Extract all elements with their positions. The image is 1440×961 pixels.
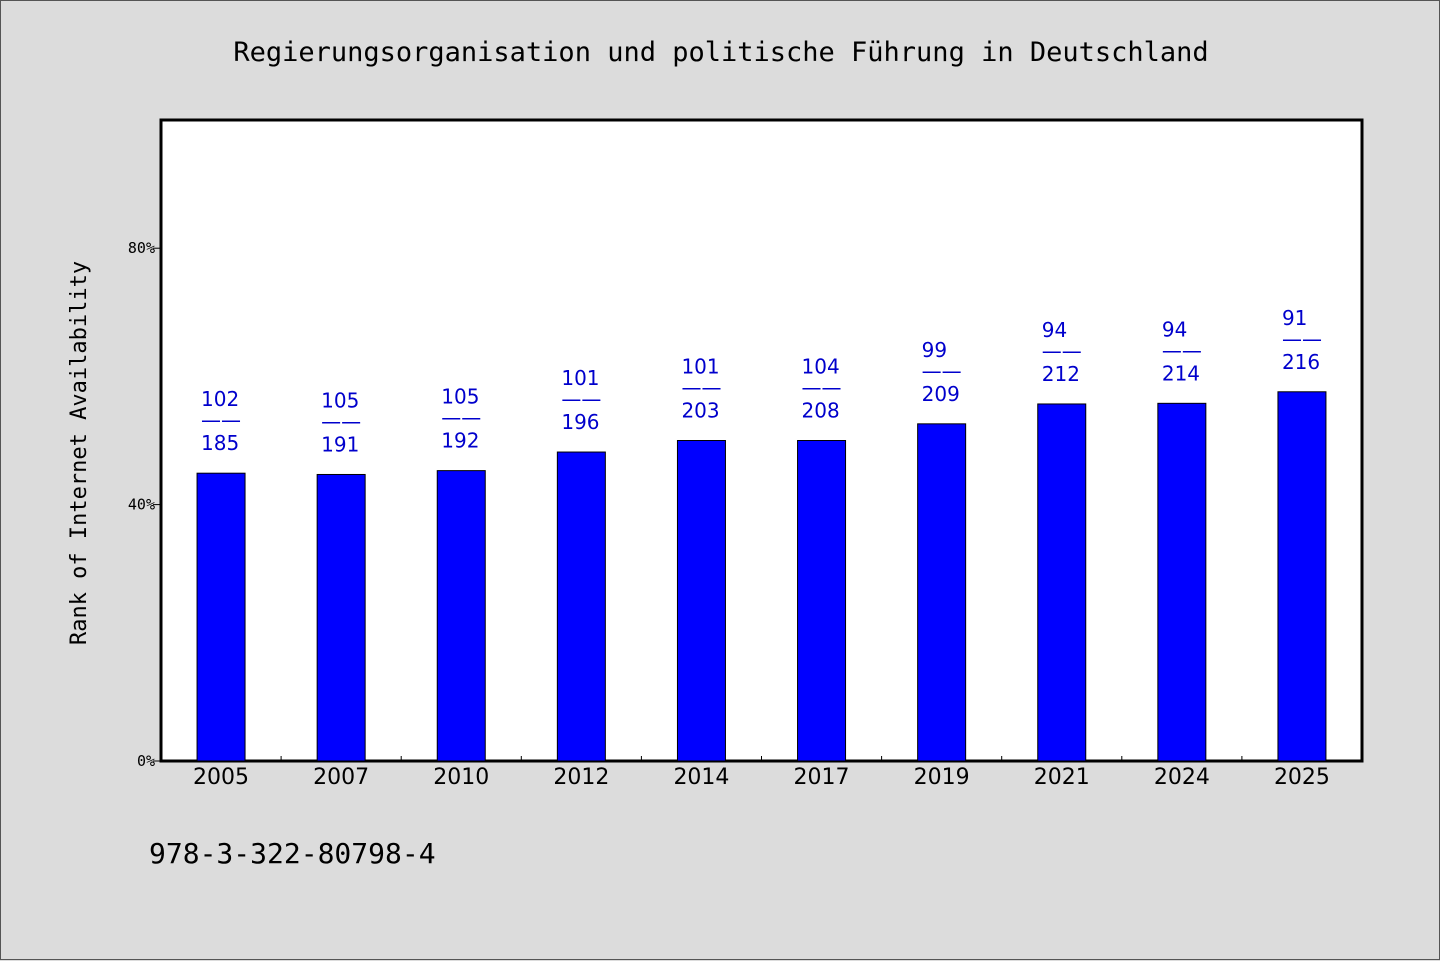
- bar-2010: [436, 470, 486, 762]
- bar-label-total: 216: [1282, 350, 1320, 374]
- bar-label-rank: 94: [1042, 318, 1067, 342]
- bar-2007: [316, 473, 366, 762]
- y-axis: 0% 40% 80%: [128, 239, 161, 770]
- bar-label-rank: 91: [1282, 306, 1307, 330]
- bar-label-rank: 94: [1162, 317, 1187, 341]
- bar-label-total: 196: [561, 410, 599, 434]
- x-tick-label: 2010: [433, 765, 489, 790]
- bar-label-rank: 99: [922, 338, 947, 362]
- bar-label-separator: ——: [1042, 339, 1082, 363]
- bar-label-rank: 101: [681, 355, 719, 379]
- bar-label-total: 209: [922, 382, 960, 406]
- x-tick-label: 2021: [1034, 765, 1090, 790]
- bar-label-separator: ——: [321, 409, 361, 433]
- y-tick-label: 80%: [128, 239, 155, 257]
- bar-label-separator: ——: [561, 387, 601, 411]
- bar-label-rank: 105: [321, 388, 359, 412]
- x-tick-label: 2005: [193, 765, 249, 790]
- x-tick-label: 2019: [914, 765, 970, 790]
- bar-label-rank: 101: [561, 366, 599, 390]
- bar-2021: [1037, 403, 1087, 762]
- bar-label-total: 212: [1042, 362, 1080, 386]
- x-tick-label: 2024: [1154, 765, 1210, 790]
- footer-isbn: 978-3-322-80798-4: [149, 837, 436, 870]
- bar-2012: [556, 451, 606, 762]
- bar-2024: [1157, 402, 1207, 762]
- bar-label-separator: ——: [1162, 338, 1202, 362]
- bar-2014: [676, 440, 726, 762]
- x-tick-label: 2007: [313, 765, 369, 790]
- bar-label-total: 192: [441, 429, 479, 453]
- bar-label-separator: ——: [1282, 327, 1322, 351]
- bar-label-total: 208: [802, 399, 840, 423]
- bar-2025: [1277, 391, 1327, 762]
- y-tick-label: 40%: [128, 496, 155, 514]
- bar-label-separator: ——: [441, 406, 481, 430]
- bar-label-total: 191: [321, 432, 359, 456]
- bar-label-separator: ——: [802, 376, 842, 400]
- y-axis-label: Rank of Internet Availability: [67, 261, 92, 645]
- bar-label-rank: 105: [441, 385, 479, 409]
- chart-title: Regierungsorganisation und politische Fü…: [233, 37, 1208, 68]
- bar-label-total: 214: [1162, 361, 1200, 385]
- x-tick-label: 2012: [553, 765, 609, 790]
- bar-label-total: 203: [681, 399, 719, 423]
- bar-label-rank: 104: [802, 355, 840, 379]
- bar-2019: [917, 423, 967, 762]
- bar-2005: [196, 472, 246, 762]
- bar-label-separator: ——: [681, 376, 721, 400]
- bar-label-total: 185: [201, 431, 239, 455]
- x-tick-label: 2025: [1274, 765, 1330, 790]
- bar-label-rank: 102: [201, 387, 239, 411]
- y-tick-label: 0%: [137, 752, 155, 770]
- x-axis: 2005 2007 2010 2012 2014 2017 2019 2021 2024 2025: [193, 756, 1330, 790]
- x-tick-label: 2014: [673, 765, 729, 790]
- bars: [196, 391, 1327, 762]
- bar-label-separator: ——: [201, 408, 241, 432]
- bar-labels: 102——185105——191105——192101——196101——203…: [201, 306, 1322, 457]
- bar-2017: [797, 440, 847, 762]
- bar-label-separator: ——: [922, 359, 962, 383]
- x-tick-label: 2017: [794, 765, 850, 790]
